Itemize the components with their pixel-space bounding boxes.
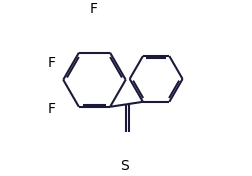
Text: F: F xyxy=(47,56,55,70)
Text: F: F xyxy=(47,102,55,116)
Text: F: F xyxy=(89,2,97,17)
Text: S: S xyxy=(120,159,129,173)
